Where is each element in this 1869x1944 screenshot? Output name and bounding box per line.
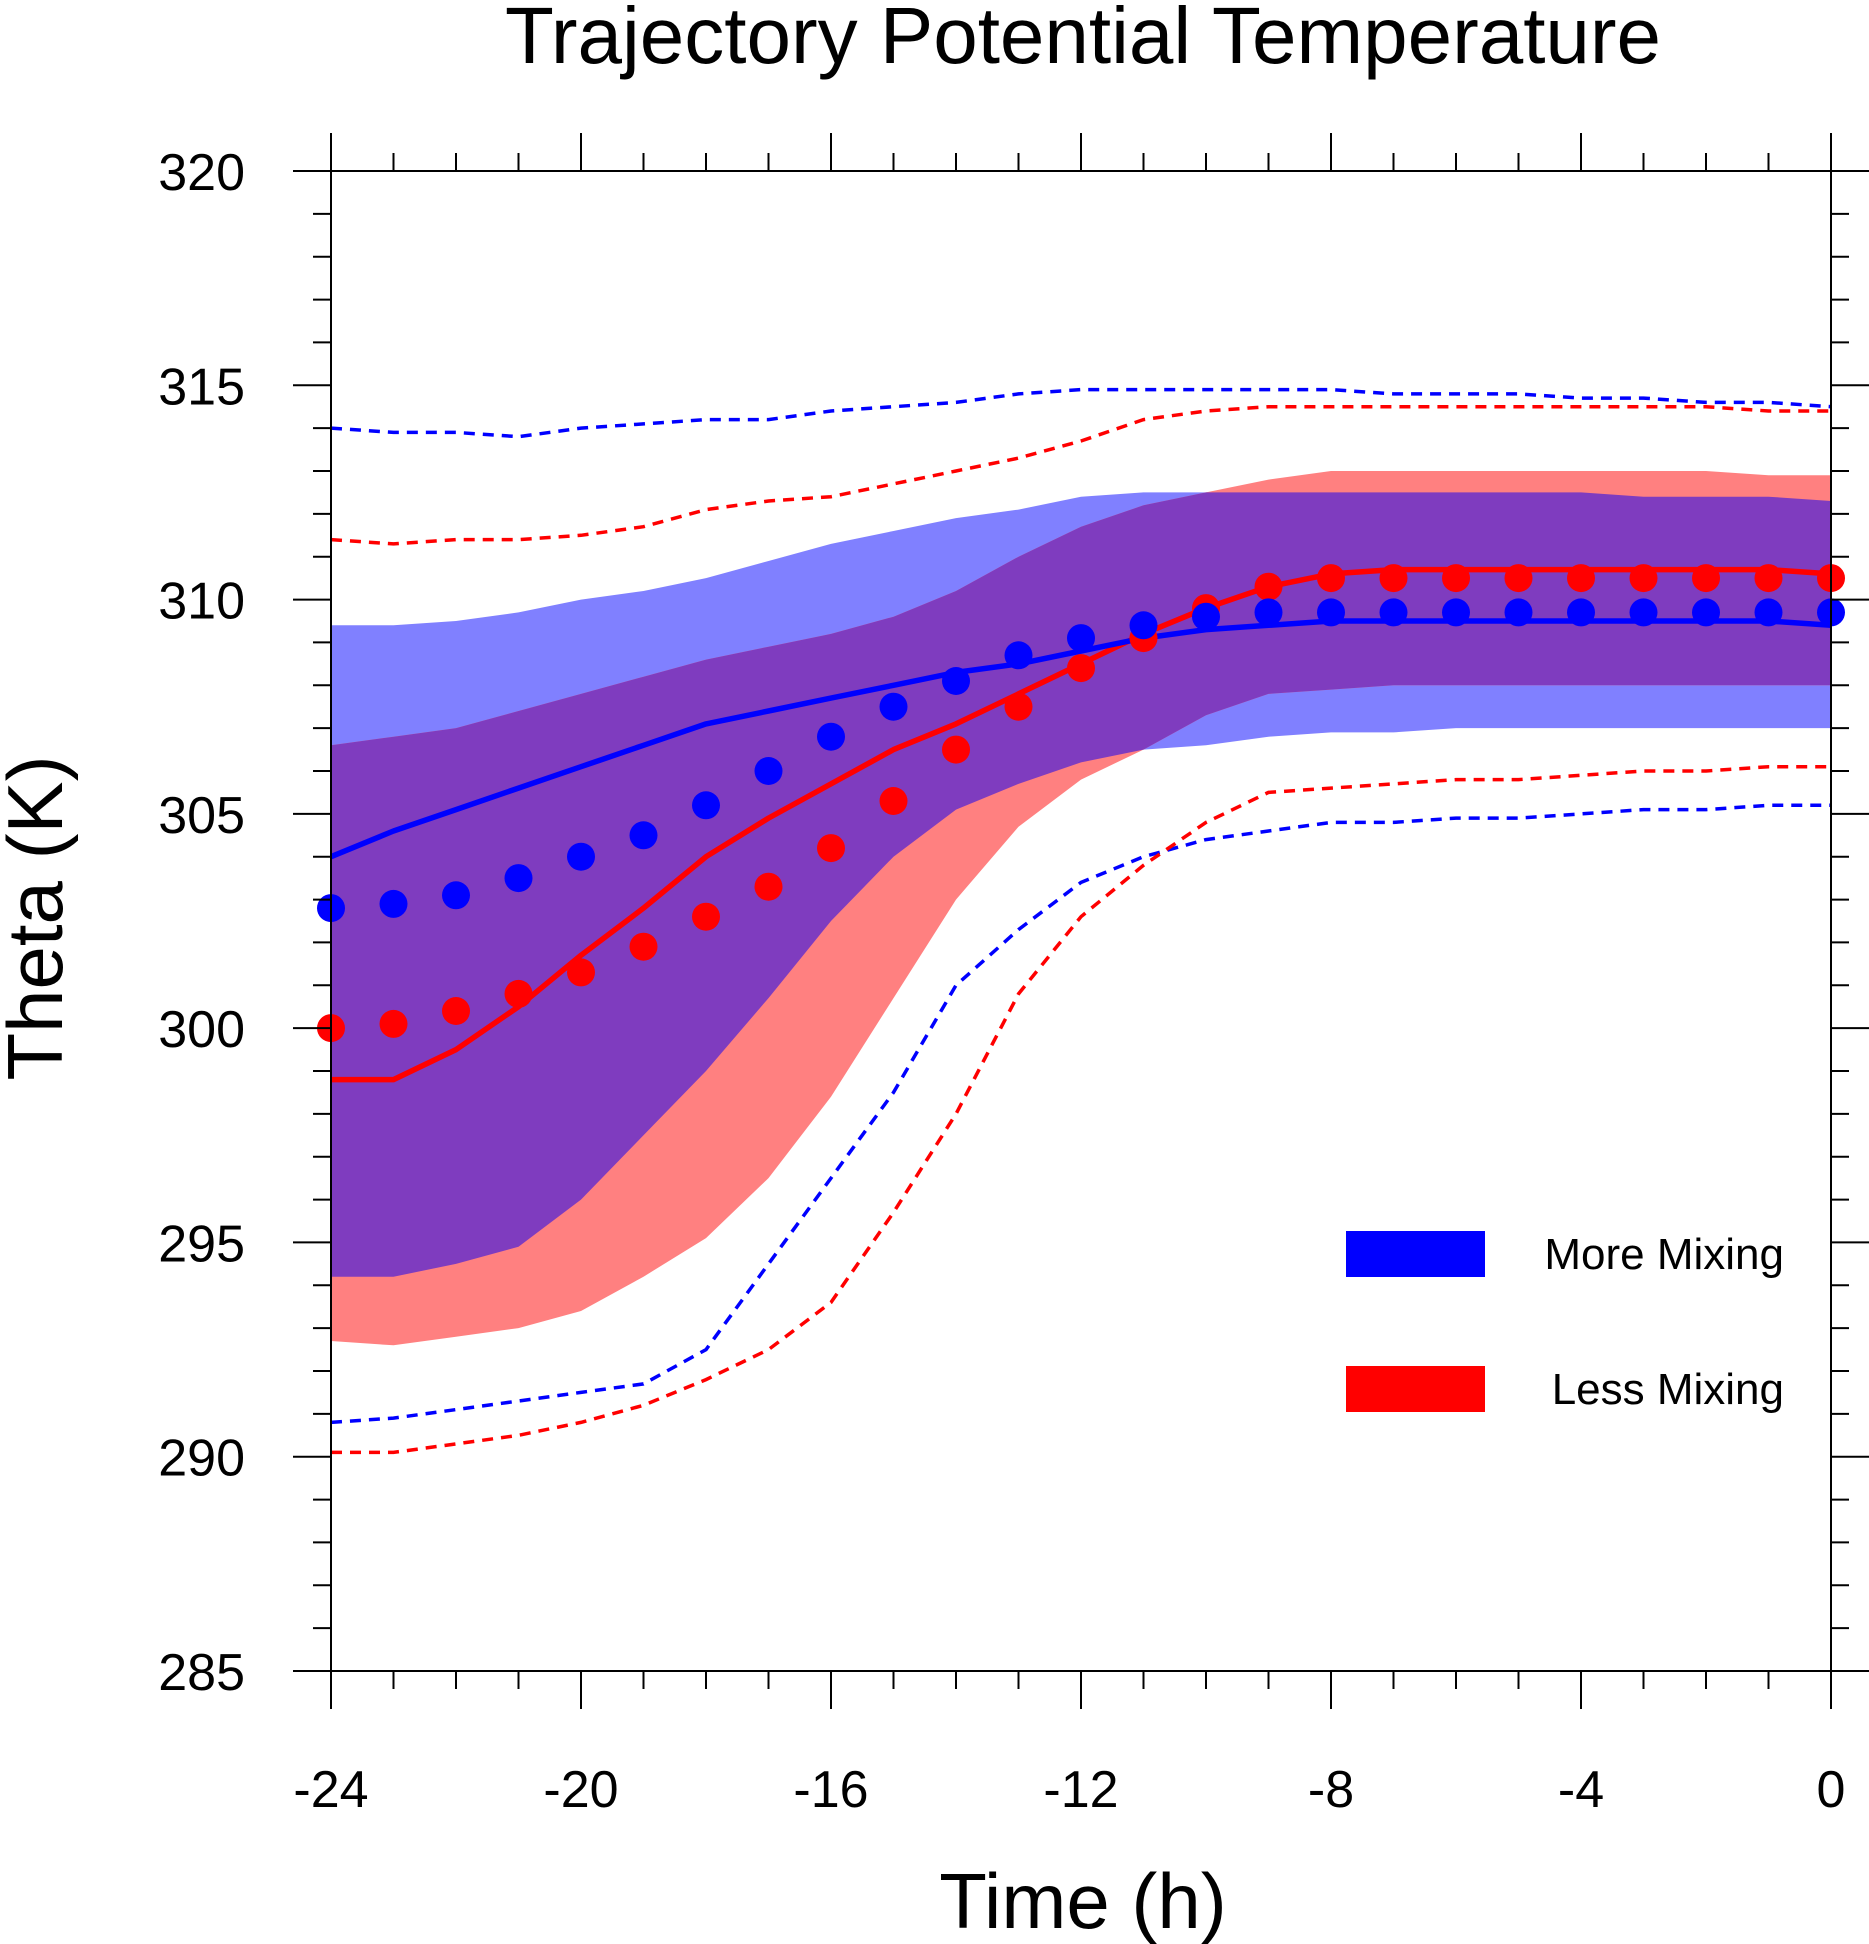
median-point-more-mixing [1067,624,1095,653]
legend-label-more-mixing: More Mixing [1544,1230,1784,1279]
y-tick-label: 320 [158,144,245,202]
median-point-less-mixing [1692,564,1720,593]
median-point-more-mixing [442,881,470,910]
median-point-more-mixing [567,842,595,871]
median-point-more-mixing [1504,598,1533,627]
x-tick-label: -16 [793,1761,868,1819]
median-point-less-mixing [1567,564,1595,593]
median-point-more-mixing [1754,598,1783,627]
median-point-less-mixing [879,787,908,815]
median-point-more-mixing [1004,641,1033,670]
median-point-more-mixing [1192,602,1220,631]
outer-lower-line-more-mixing [330,803,1831,1425]
x-tick-label: -20 [543,1761,618,1819]
x-tick-label: -8 [1308,1761,1354,1819]
chart-title: Trajectory Potential Temperature [505,0,1661,80]
outer-lower-line-less-mixing [331,764,1831,1455]
median-point-less-mixing [754,872,783,901]
band-overlap [331,492,1831,1277]
x-tick-label: -12 [1043,1761,1118,1819]
median-point-less-mixing [567,958,595,987]
median-point-less-mixing [1629,564,1658,593]
median-point-more-mixing [754,757,783,785]
legend: More Mixing Less Mixing [1346,1230,1784,1414]
median-point-more-mixing [1254,598,1283,627]
y-tick-label: 285 [158,1644,245,1702]
median-point-more-mixing [1442,598,1470,627]
median-point-less-mixing [1379,564,1408,593]
median-point-more-mixing [692,791,720,820]
median-point-more-mixing [1379,598,1408,627]
y-tick-label: 295 [158,1215,245,1273]
median-point-less-mixing [692,902,720,931]
legend-swatch-less-mixing [1346,1366,1485,1412]
median-point-more-mixing [817,722,845,751]
y-tick-label: 305 [158,787,245,845]
median-point-more-mixing [1567,598,1595,627]
x-tick-label: -24 [293,1761,368,1819]
outer-upper-line-less-mixing [330,404,1831,546]
median-point-more-mixing [879,692,908,721]
median-point-less-mixing [504,979,533,1008]
median-point-less-mixing [379,1009,408,1038]
median-point-less-mixing [942,735,970,764]
legend-label-less-mixing: Less Mixing [1552,1365,1784,1414]
median-point-more-mixing [1629,598,1658,627]
outer-upper-line-more-mixing [330,387,1832,439]
median-point-less-mixing [1067,654,1095,683]
median-point-more-mixing [379,889,408,918]
median-point-less-mixing [629,932,658,961]
median-point-less-mixing [1754,564,1783,593]
median-point-less-mixing [1317,564,1345,593]
median-point-more-mixing [942,667,970,695]
band-layer [331,471,1831,1346]
outer-layer [330,387,1832,1455]
y-tick-label: 290 [158,1430,245,1488]
x-tick-label: -4 [1558,1761,1604,1819]
median-point-less-mixing [1254,572,1283,601]
median-point-less-mixing [442,997,470,1025]
median-point-more-mixing [629,821,658,850]
x-axis-label: Time (h) [939,1857,1226,1944]
x-tick-label: 0 [1817,1761,1846,1819]
y-tick-label: 315 [158,358,245,416]
median-point-less-mixing [1504,564,1533,593]
median-point-more-mixing [1129,611,1158,640]
median-point-more-mixing [504,864,533,893]
median-point-less-mixing [817,834,845,863]
y-axis-label: Theta (K) [0,755,79,1080]
y-tick-label: 300 [158,1001,245,1059]
median-point-more-mixing [1692,598,1720,627]
median-point-less-mixing [1004,692,1033,721]
legend-swatch-more-mixing [1346,1231,1485,1277]
axis-ticks: -24 -20 -16 -12 -8 -4 0 285 290 295 300 305 310 315 32… [158,133,1869,1819]
median-point-more-mixing [1317,598,1345,627]
median-layer [317,564,1845,1043]
y-tick-label: 310 [158,573,245,631]
median-point-less-mixing [1442,564,1470,593]
